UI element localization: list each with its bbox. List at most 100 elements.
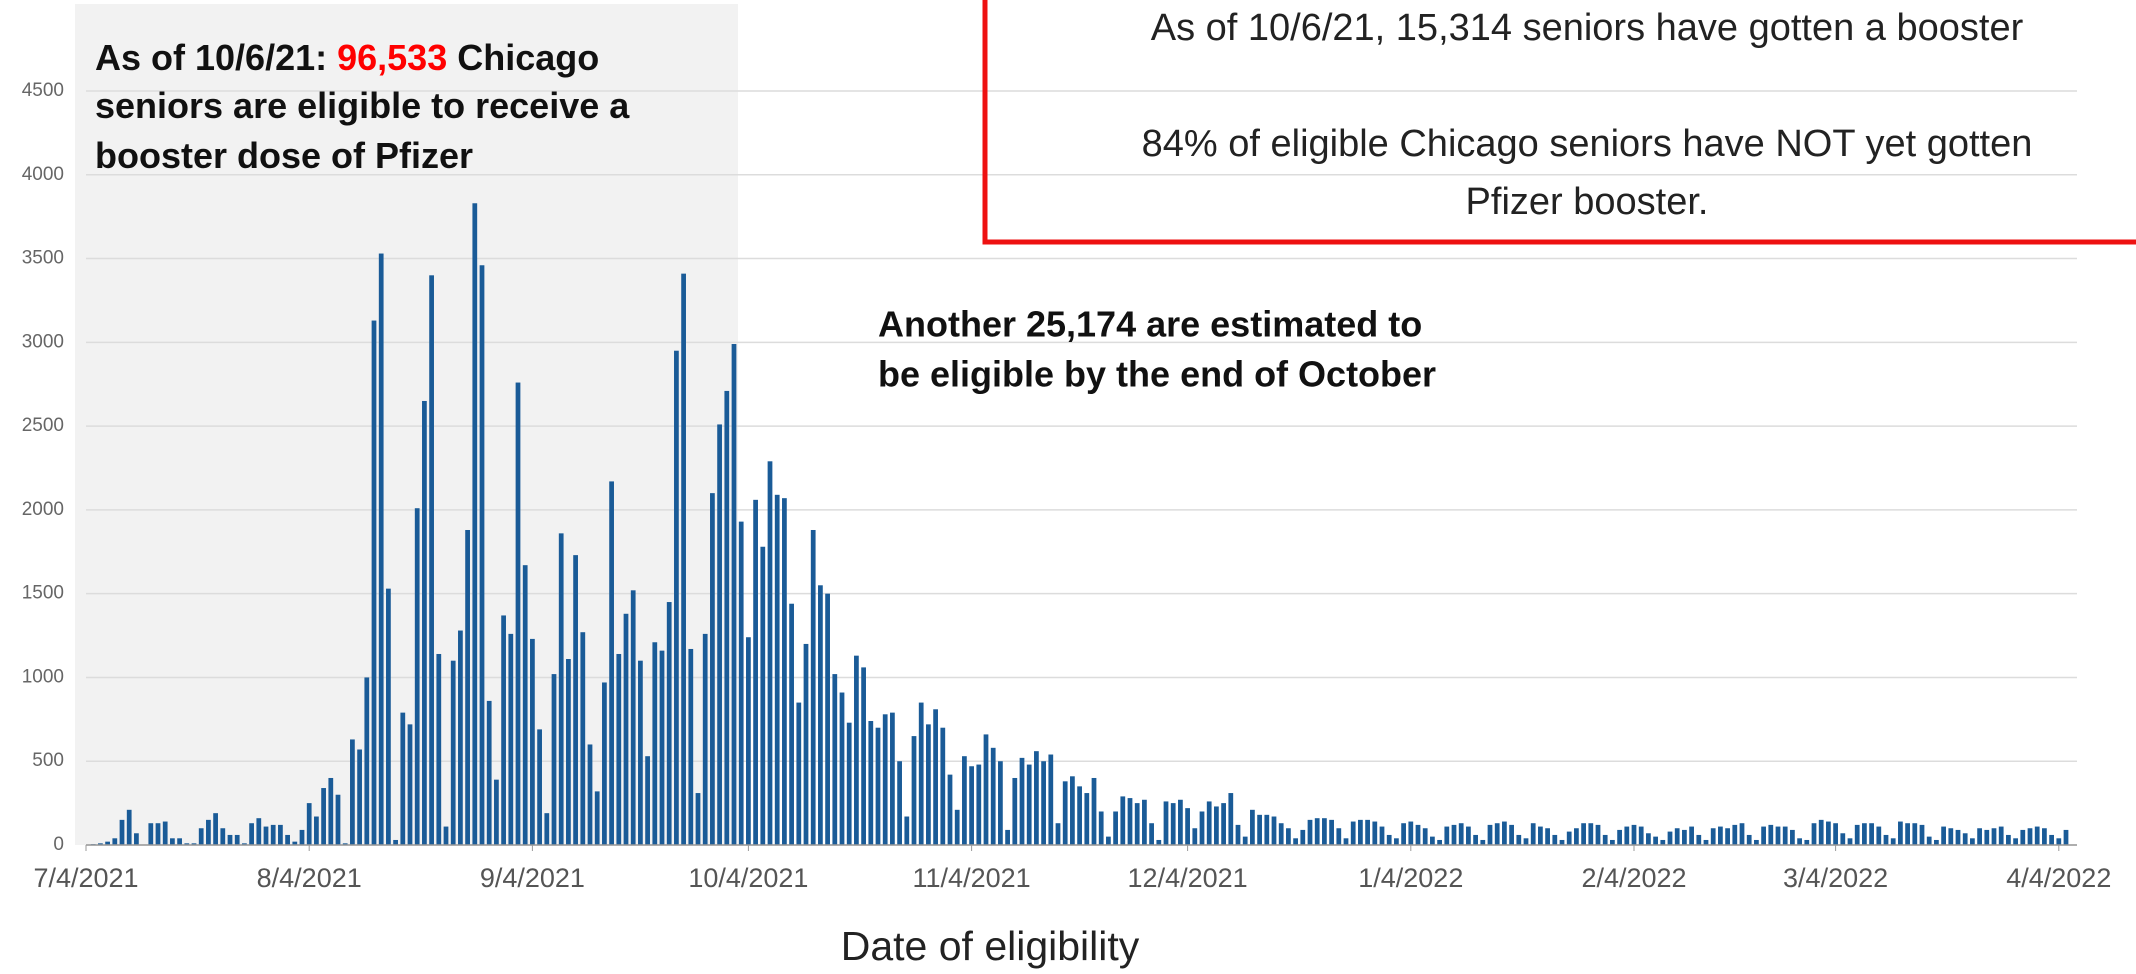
bar bbox=[2063, 829, 2069, 845]
x-tick-label: 12/4/2021 bbox=[1128, 863, 1248, 893]
bar bbox=[1552, 834, 1558, 845]
bar bbox=[1667, 831, 1673, 845]
bar bbox=[825, 593, 830, 845]
bar bbox=[1588, 823, 1594, 845]
bar bbox=[1653, 836, 1658, 845]
y-tick-label: 3500 bbox=[22, 248, 64, 269]
bar bbox=[1948, 828, 1954, 845]
bar bbox=[2049, 834, 2054, 845]
bar bbox=[1718, 826, 1723, 845]
bar bbox=[1624, 826, 1630, 845]
bar bbox=[652, 642, 658, 845]
bar bbox=[1826, 821, 1831, 845]
bar bbox=[918, 702, 924, 845]
bar bbox=[1041, 761, 1046, 845]
bar bbox=[1811, 823, 1817, 845]
bar bbox=[1098, 811, 1104, 845]
bar bbox=[1617, 829, 1622, 845]
bar bbox=[1818, 819, 1824, 845]
bar bbox=[1566, 831, 1572, 845]
bar bbox=[1401, 823, 1406, 845]
bar bbox=[558, 533, 564, 845]
y-tick-label: 4500 bbox=[22, 80, 64, 101]
bar bbox=[753, 499, 758, 845]
bar bbox=[1890, 838, 1896, 845]
bar bbox=[1746, 834, 1752, 845]
bar bbox=[256, 818, 262, 845]
bar bbox=[1919, 824, 1925, 845]
bar bbox=[1977, 828, 1982, 845]
bar bbox=[1732, 824, 1738, 845]
bar bbox=[227, 834, 233, 845]
bar bbox=[1797, 838, 1802, 845]
bar bbox=[98, 843, 103, 845]
bar bbox=[1084, 793, 1090, 845]
bar bbox=[1782, 826, 1788, 845]
bar bbox=[1696, 834, 1702, 845]
bar bbox=[292, 841, 298, 845]
bar bbox=[357, 749, 362, 845]
x-tick-label: 8/4/2021 bbox=[257, 863, 362, 893]
y-tick-label: 1000 bbox=[22, 666, 64, 687]
bar bbox=[314, 816, 319, 845]
bar bbox=[551, 674, 557, 845]
bar bbox=[1422, 828, 1428, 845]
bar bbox=[1674, 828, 1680, 845]
y-tick-label: 0 bbox=[53, 834, 64, 855]
bar bbox=[1012, 777, 1018, 845]
bar bbox=[234, 834, 240, 845]
bar bbox=[1790, 829, 1795, 845]
bar bbox=[1394, 838, 1399, 845]
bar bbox=[1026, 764, 1032, 845]
bar bbox=[724, 390, 730, 845]
bar bbox=[1602, 834, 1608, 845]
bar bbox=[1595, 824, 1601, 845]
bar bbox=[861, 667, 866, 845]
bar bbox=[1854, 824, 1860, 845]
bar bbox=[1199, 811, 1205, 845]
bar bbox=[126, 809, 132, 845]
bar bbox=[1350, 821, 1356, 845]
bar bbox=[1710, 828, 1716, 845]
bar bbox=[134, 833, 139, 845]
y-tick-label: 500 bbox=[32, 750, 64, 771]
bar bbox=[2034, 826, 2040, 845]
bar bbox=[537, 729, 542, 845]
bar bbox=[1739, 823, 1745, 845]
bar bbox=[846, 722, 852, 845]
bar bbox=[774, 494, 780, 845]
bar bbox=[1480, 839, 1486, 845]
bar bbox=[695, 793, 701, 845]
bar bbox=[666, 602, 672, 845]
bar bbox=[472, 203, 478, 846]
bar bbox=[832, 674, 838, 845]
bar bbox=[789, 603, 794, 845]
bar bbox=[710, 493, 715, 845]
bar bbox=[911, 736, 917, 845]
bar bbox=[501, 615, 506, 845]
bar bbox=[602, 682, 607, 845]
bar bbox=[890, 712, 895, 845]
bar bbox=[1372, 821, 1378, 845]
bar bbox=[1286, 828, 1291, 845]
bar bbox=[1336, 828, 1342, 845]
bar bbox=[350, 739, 355, 845]
bar bbox=[2006, 834, 2011, 845]
bar bbox=[630, 590, 636, 845]
not-boosted-note: Pfizer booster. bbox=[1466, 181, 1709, 223]
bar bbox=[1170, 803, 1176, 845]
bar bbox=[580, 632, 586, 845]
bar bbox=[429, 275, 434, 845]
bar bbox=[1458, 823, 1464, 845]
bar bbox=[810, 529, 816, 845]
x-tick-label: 2/4/2022 bbox=[1581, 863, 1686, 893]
bar bbox=[112, 838, 118, 845]
bar bbox=[414, 508, 420, 845]
bar bbox=[1214, 806, 1219, 845]
bar bbox=[270, 824, 276, 845]
bar bbox=[119, 819, 125, 845]
bar bbox=[1955, 829, 1961, 845]
y-tick-label: 1500 bbox=[22, 583, 64, 604]
bar bbox=[1631, 824, 1637, 845]
bar bbox=[1703, 839, 1709, 845]
